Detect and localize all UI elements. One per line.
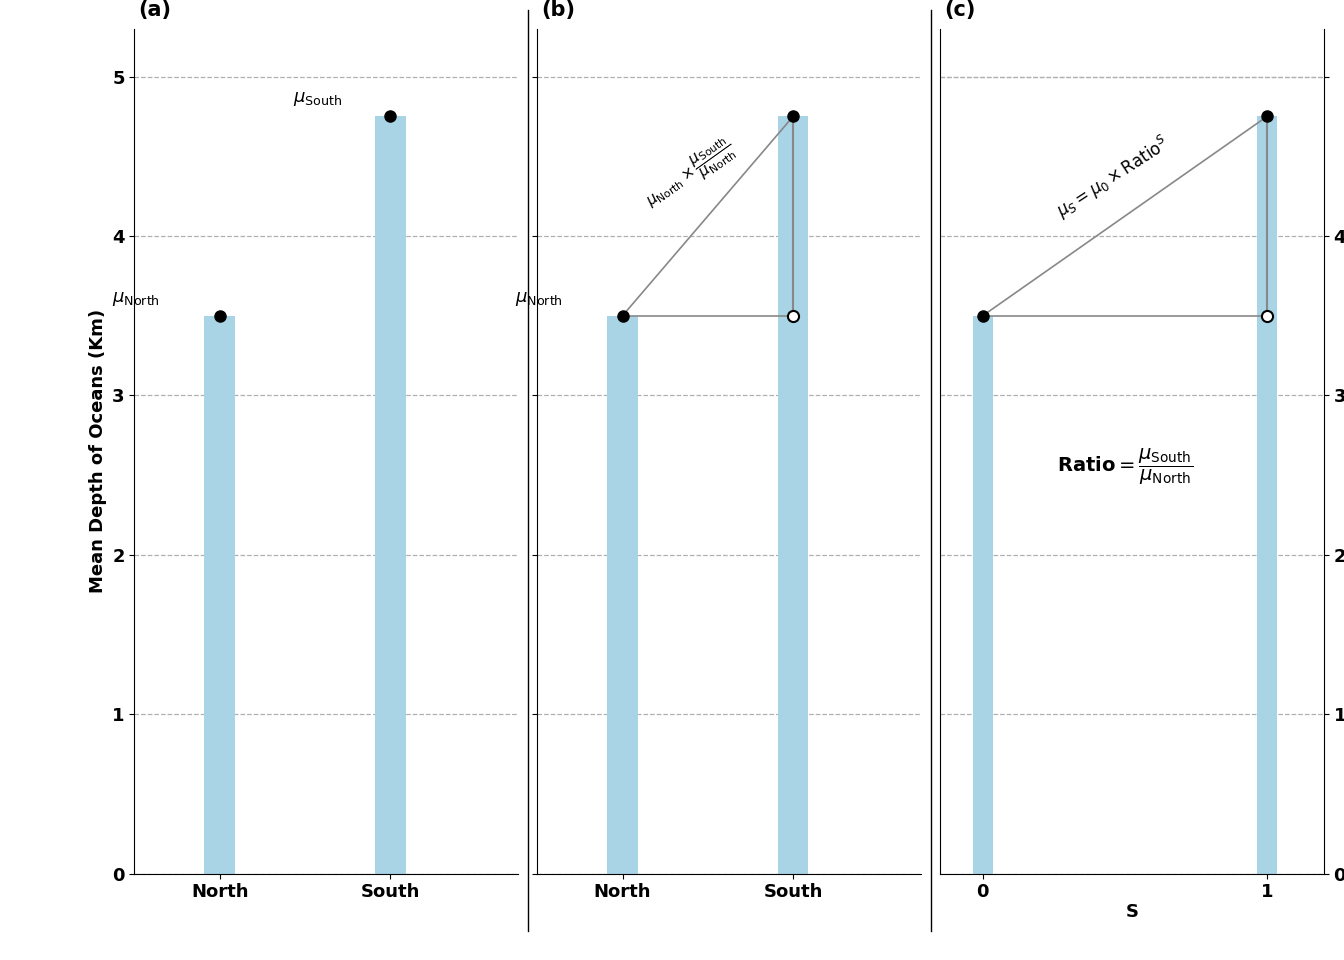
- Text: $\mu_\mathrm{North}$: $\mu_\mathrm{North}$: [112, 290, 160, 308]
- Text: $\mu_\mathrm{North}$: $\mu_\mathrm{North}$: [515, 290, 563, 308]
- Text: (a): (a): [138, 0, 171, 20]
- Bar: [1257, 116, 1277, 874]
- Text: $\mathrm{\mathbf{Ratio}} = \dfrac{\mu_\mathrm{South}}{\mu_\mathrm{North}}$: $\mathrm{\mathbf{Ratio}} = \dfrac{\mu_\m…: [1056, 447, 1193, 487]
- Text: $\mu_S = \mu_0 \times \mathrm{Ratio}^S$: $\mu_S = \mu_0 \times \mathrm{Ratio}^S$: [1051, 132, 1173, 223]
- Text: $\mu_\mathrm{South}$: $\mu_\mathrm{South}$: [293, 90, 343, 108]
- Bar: [607, 316, 638, 874]
- Bar: [204, 316, 235, 874]
- Y-axis label: Mean Depth of Oceans (Km): Mean Depth of Oceans (Km): [89, 309, 106, 593]
- Text: $\mu_\mathrm{North} \times \dfrac{\mu_\mathrm{South}}{\mu_\mathrm{North}}$: $\mu_\mathrm{North} \times \dfrac{\mu_\m…: [638, 131, 741, 217]
- Bar: [778, 116, 808, 874]
- Bar: [375, 116, 406, 874]
- Text: (c): (c): [943, 0, 976, 20]
- X-axis label: S: S: [1125, 902, 1138, 921]
- Bar: [973, 316, 993, 874]
- Text: (b): (b): [542, 0, 575, 20]
